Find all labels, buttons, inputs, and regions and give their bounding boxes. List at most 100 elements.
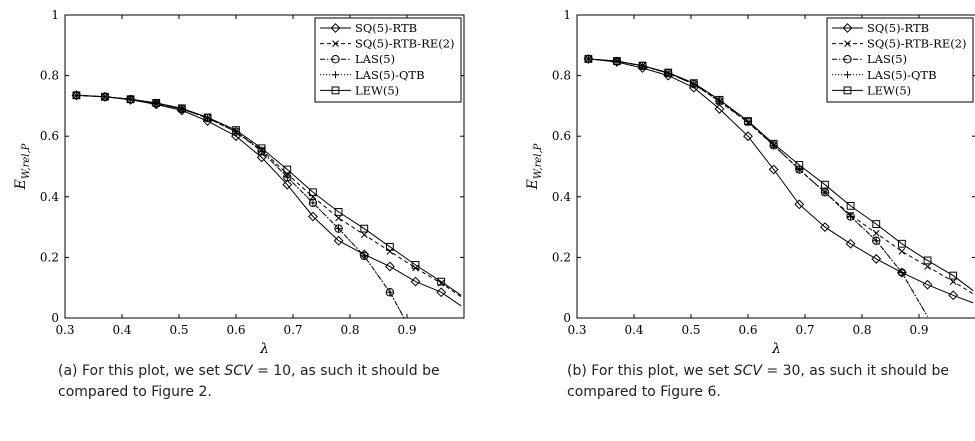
x-tick-label: 0.9 bbox=[909, 323, 928, 337]
data-point bbox=[795, 166, 803, 174]
data-point bbox=[256, 152, 267, 163]
data-point bbox=[898, 269, 906, 277]
legend-marker bbox=[844, 71, 851, 79]
data-point bbox=[948, 290, 959, 301]
data-point bbox=[845, 238, 856, 249]
caption-b-prefix: (b) For this plot, we set bbox=[567, 363, 734, 379]
data-point bbox=[309, 199, 317, 207]
caption-a-var: SCV bbox=[224, 363, 253, 379]
x-tick-label: 0.9 bbox=[397, 323, 416, 337]
series-plus bbox=[72, 91, 405, 318]
data-point bbox=[126, 95, 135, 104]
y-tick-label: 0.6 bbox=[552, 129, 571, 143]
series-circle bbox=[72, 91, 405, 318]
data-point bbox=[308, 198, 318, 208]
legend-marker bbox=[331, 55, 340, 64]
y-tick-label: 0.4 bbox=[40, 190, 59, 204]
data-point bbox=[308, 211, 318, 222]
x-axis-label: λ bbox=[771, 341, 781, 357]
data-point bbox=[257, 144, 266, 153]
data-point bbox=[334, 224, 343, 233]
x-tick-label: 0.7 bbox=[283, 323, 302, 337]
data-point bbox=[922, 279, 933, 290]
data-point bbox=[436, 287, 447, 298]
data-point bbox=[334, 208, 343, 216]
data-point bbox=[360, 224, 369, 233]
data-point bbox=[177, 104, 186, 113]
data-point bbox=[71, 90, 82, 101]
data-point bbox=[872, 229, 880, 237]
y-axis-label: EW,rel,P bbox=[13, 143, 32, 190]
data-point bbox=[820, 222, 830, 233]
data-point bbox=[896, 267, 907, 278]
data-point bbox=[768, 164, 779, 175]
x-tick-label: 0.7 bbox=[795, 323, 814, 337]
x-tick-label: 0.3 bbox=[567, 323, 586, 337]
y-tick-label: 0.8 bbox=[552, 69, 571, 83]
data-point bbox=[386, 288, 394, 296]
data-point bbox=[846, 212, 855, 221]
data-point bbox=[898, 239, 906, 248]
data-point bbox=[410, 276, 421, 287]
data-point bbox=[335, 225, 343, 233]
data-point bbox=[72, 91, 81, 100]
caption-a-prefix: (a) For this plot, we set bbox=[58, 363, 225, 379]
data-point bbox=[613, 57, 621, 65]
legend-label: SQ(5)-RTB-RE(2) bbox=[355, 37, 455, 51]
series-line bbox=[588, 58, 974, 292]
y-tick-label: 0.6 bbox=[40, 129, 59, 143]
legend-label: LAS(5) bbox=[355, 52, 395, 66]
data-point bbox=[203, 113, 212, 122]
data-point bbox=[584, 55, 593, 63]
data-point bbox=[743, 131, 753, 142]
series-line bbox=[76, 94, 405, 318]
data-point bbox=[821, 180, 829, 189]
data-point bbox=[333, 235, 344, 246]
data-point bbox=[897, 268, 907, 277]
caption-a: (a) For this plot, we set SCV = 10, as s… bbox=[58, 361, 478, 403]
series-line bbox=[76, 94, 462, 298]
data-point bbox=[411, 261, 420, 269]
data-point bbox=[360, 251, 369, 261]
y-tick-label: 1 bbox=[51, 8, 59, 22]
series-cross bbox=[73, 91, 462, 298]
legend-marker bbox=[843, 86, 852, 95]
y-tick-label: 0.2 bbox=[552, 250, 571, 264]
y-tick-label: 0.8 bbox=[40, 69, 59, 83]
data-point bbox=[924, 263, 931, 270]
caption-b-var: SCV bbox=[733, 363, 762, 379]
data-point bbox=[923, 256, 932, 265]
data-point bbox=[871, 254, 882, 264]
series-line bbox=[76, 94, 462, 296]
legend-label: LAS(5)-QTB bbox=[355, 68, 425, 82]
series-line bbox=[76, 94, 405, 318]
series-diamond bbox=[71, 90, 462, 307]
legend-label: SQ(5)-RTB-RE(2) bbox=[867, 37, 967, 51]
legend-label: LAS(5)-QTB bbox=[867, 68, 937, 82]
legend-label: LAS(5) bbox=[867, 52, 907, 66]
legend: SQ(5)-RTB SQ(5)-RTB-RE(2)LAS(5) LAS(5)-QTB… bbox=[826, 17, 974, 103]
x-tick-label: 0.3 bbox=[55, 323, 74, 337]
y-tick-label: 0.4 bbox=[552, 190, 571, 204]
data-point bbox=[689, 79, 698, 88]
caption-b: (b) For this plot, we set SCV = 30, as s… bbox=[567, 361, 975, 403]
x-tick-label: 0.5 bbox=[169, 323, 188, 337]
series-line bbox=[588, 58, 928, 317]
data-point bbox=[744, 117, 752, 125]
data-point bbox=[847, 212, 855, 220]
data-point bbox=[846, 201, 855, 210]
data-point bbox=[386, 242, 394, 251]
data-point bbox=[872, 236, 881, 245]
data-point bbox=[335, 214, 342, 222]
data-point bbox=[821, 188, 829, 196]
plot-frame bbox=[576, 14, 975, 319]
legend-marker bbox=[332, 40, 339, 47]
y-tick-label: 1 bbox=[563, 8, 571, 22]
x-tick-label: 0.8 bbox=[852, 323, 871, 337]
data-point bbox=[664, 68, 673, 77]
data-point bbox=[949, 278, 957, 285]
x-tick-label: 0.6 bbox=[226, 323, 245, 337]
x-axis-label: λ bbox=[259, 341, 269, 357]
x-tick-label: 0.4 bbox=[112, 323, 131, 337]
